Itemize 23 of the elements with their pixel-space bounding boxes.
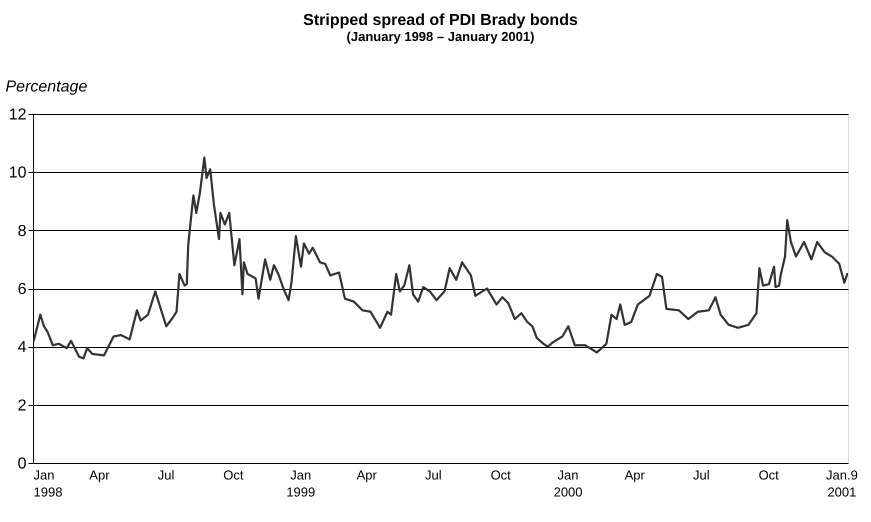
y-axis-title: Percentage	[6, 78, 88, 96]
y-tick-label: 8	[18, 222, 27, 240]
y-tick-label: 2	[18, 397, 27, 414]
x-tick-label: Jan 2000	[554, 468, 583, 500]
x-tick-label: Oct	[758, 468, 780, 482]
x-tick-label: Jan.9 2001	[826, 468, 858, 500]
y-tick-label: 6	[18, 281, 27, 298]
x-tick-label: Jan 1998	[34, 468, 62, 500]
x-tick-label: Jul	[693, 468, 710, 482]
y-tick-label: 4	[18, 339, 27, 356]
x-tick-label: Jul	[425, 468, 442, 482]
x-tick-label: Apr	[624, 468, 646, 482]
chart-subtitle: (January 1998 – January 2001)	[346, 29, 534, 44]
x-tick-label: Apr	[89, 468, 110, 482]
x-tick-label: Oct	[223, 468, 244, 482]
x-tick-label: Oct	[490, 468, 512, 482]
x-tick-label: Jan 1999	[286, 468, 316, 500]
x-tick-label: Jul	[158, 468, 174, 482]
y-tick-label: 0	[18, 456, 27, 472]
y-tick-label: 12	[8, 106, 27, 124]
chart-title: Stripped spread of PDI Brady bonds	[303, 12, 578, 29]
x-tick-label: Apr	[356, 468, 378, 482]
y-tick-label: 10	[8, 164, 27, 182]
